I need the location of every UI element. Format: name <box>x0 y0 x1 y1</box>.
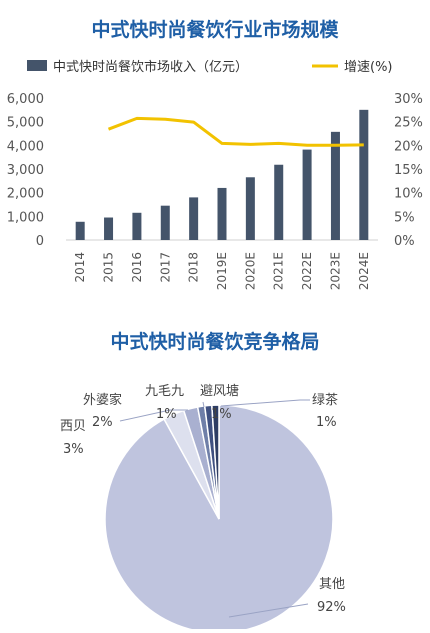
pie-label-waipojia: 外婆家 <box>83 392 122 408</box>
revenue-bar <box>302 149 312 240</box>
leader-line-bifengtang <box>202 401 205 408</box>
revenue-bar <box>160 205 170 240</box>
x-tick-label: 2016 <box>130 252 144 283</box>
x-tick-label: 2021E <box>272 252 286 290</box>
y-right-tick-label: 0% <box>394 234 415 249</box>
leader-line-lvcha <box>220 399 310 407</box>
revenue-bar <box>245 177 255 240</box>
pie-chart-title: 中式快时尚餐饮竞争格局 <box>110 330 319 353</box>
x-tick-label: 2018 <box>187 252 201 283</box>
pie-label-jiumaojiu: 九毛九 <box>145 384 184 399</box>
bar-series <box>75 109 369 240</box>
pie-slice-lvcha <box>211 404 220 520</box>
y-right-tick-label: 15% <box>394 163 423 178</box>
y-left-tick-label: 2,000 <box>7 187 44 202</box>
revenue-bar <box>217 187 227 240</box>
competition-chart: 中式快时尚餐饮竞争格局 外婆家 2% 九毛九 1% 避风塘 1% 绿茶 1% 西贝 3% 其他 92% <box>60 330 346 633</box>
y-right-tick-label: 25% <box>394 116 423 131</box>
x-tick-label: 2020E <box>243 252 257 290</box>
x-tick-label: 2022E <box>300 252 314 290</box>
pie-labels: 外婆家 2% 九毛九 1% 避风塘 1% 绿茶 1% 西贝 3% 其他 92% <box>60 383 346 615</box>
revenue-bar <box>75 221 85 240</box>
y-left-tick-label: 4,000 <box>7 139 44 154</box>
pie-label-lvcha: 绿茶 <box>312 392 338 408</box>
y-axis-left: 0 1,000 2,000 3,000 4,000 5,000 6,000 <box>7 92 44 249</box>
growth-line <box>107 116 364 147</box>
leader-line-qita <box>228 603 309 618</box>
revenue-bar <box>104 217 114 240</box>
market-size-chart: 中式快时尚餐饮行业市场规模 中式快时尚餐饮市场收入（亿元） 增速(%) 0 1,0… <box>7 18 423 290</box>
leader-line-waipojia <box>119 409 188 422</box>
chart-legend: 中式快时尚餐饮市场收入（亿元） 增速(%) <box>27 59 393 75</box>
y-right-tick-label: 10% <box>394 187 423 202</box>
revenue-bar <box>189 197 199 240</box>
x-tick-label: 2024E <box>357 252 371 290</box>
y-left-tick-label: 6,000 <box>7 92 44 107</box>
y-right-tick-label: 5% <box>394 210 415 225</box>
legend-swatch-revenue <box>27 60 47 71</box>
pie-value-xibei: 3% <box>63 442 84 457</box>
pie-label-qita: 其他 <box>319 577 345 592</box>
y-left-tick-label: 1,000 <box>7 210 44 225</box>
pie-value-bifengtang: 1% <box>211 407 232 422</box>
x-tick-label: 2015 <box>102 252 116 283</box>
x-axis-ticks: 2014 2015 2016 2017 2018 2019E 2020E 2021E 2022E… <box>73 252 371 290</box>
y-left-tick-label: 3,000 <box>7 163 44 178</box>
pie-value-qita: 92% <box>317 600 346 615</box>
revenue-bar <box>330 131 340 240</box>
y-left-tick-label: 5,000 <box>7 116 44 131</box>
pie-value-lvcha: 1% <box>316 415 337 430</box>
y-axis-right: 0% 5% 10% 15% 20% 25% 30% <box>394 92 423 249</box>
revenue-bar <box>132 212 142 240</box>
x-tick-label: 2017 <box>158 252 172 283</box>
pie-value-jiumaojiu: 1% <box>156 407 177 422</box>
pie-label-xibei: 西贝 <box>60 419 86 434</box>
y-left-tick-label: 0 <box>36 234 44 249</box>
y-right-tick-label: 30% <box>394 92 423 107</box>
x-tick-label: 2019E <box>215 252 229 290</box>
bar-chart-title: 中式快时尚餐饮行业市场规模 <box>91 18 339 41</box>
x-tick-label: 2014 <box>73 252 87 283</box>
legend-label-revenue: 中式快时尚餐饮市场收入（亿元） <box>53 59 248 75</box>
pie-slices <box>104 404 334 633</box>
x-tick-label: 2023E <box>328 252 342 290</box>
pie-label-bifengtang: 避风塘 <box>200 383 239 399</box>
y-right-tick-label: 20% <box>394 139 423 154</box>
legend-label-growth: 增速(%) <box>344 60 393 75</box>
pie-value-waipojia: 2% <box>92 415 113 430</box>
revenue-bar <box>274 164 284 240</box>
pie-leader-lines <box>119 399 310 618</box>
revenue-bar <box>359 109 369 240</box>
